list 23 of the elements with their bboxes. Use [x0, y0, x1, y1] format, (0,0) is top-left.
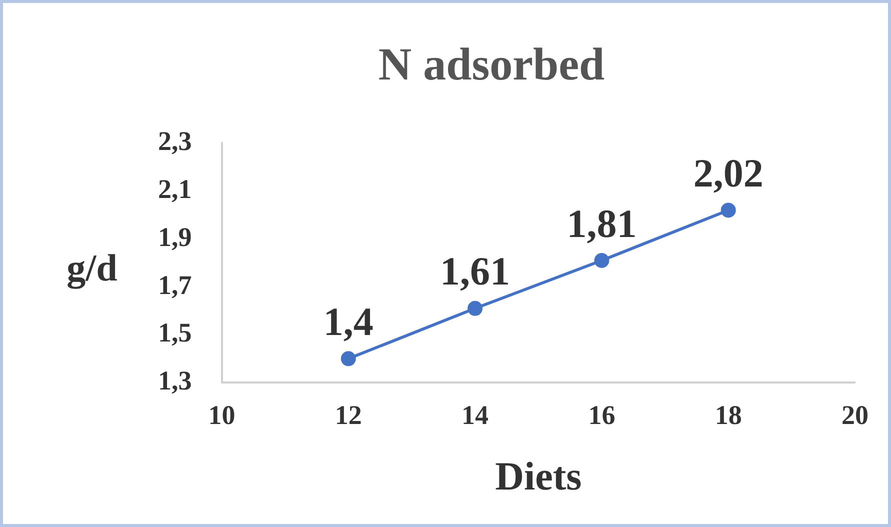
- y-tick-label: 1,9: [158, 222, 192, 252]
- y-tick-label: 2,3: [158, 126, 192, 156]
- point: [720, 202, 736, 218]
- data-label: 1,61: [440, 248, 510, 294]
- y-axis-title: g/d: [66, 248, 118, 290]
- point: [340, 351, 356, 366]
- x-axis-title: Diets: [495, 453, 582, 498]
- data-label: 1,4: [323, 298, 374, 344]
- data-label: 2,02: [693, 150, 764, 196]
- y-tick-label: 2,1: [158, 174, 192, 204]
- x-tick-label: 10: [208, 400, 236, 430]
- x-tick-label: 12: [334, 400, 362, 430]
- data-label: 1,81: [566, 200, 637, 246]
- x-tick-label: 14: [462, 400, 489, 430]
- point: [594, 253, 610, 268]
- point: [468, 300, 483, 316]
- chart-title: N adsorbed: [378, 38, 606, 90]
- x-tick-label: 20: [842, 400, 868, 430]
- x-tick-label: 16: [588, 400, 616, 430]
- y-tick-label: 1,3: [158, 366, 192, 396]
- x-tick-label: 18: [714, 400, 742, 430]
- y-tick-label: 1,7: [158, 270, 192, 300]
- y-tick-label: 1,5: [158, 318, 192, 348]
